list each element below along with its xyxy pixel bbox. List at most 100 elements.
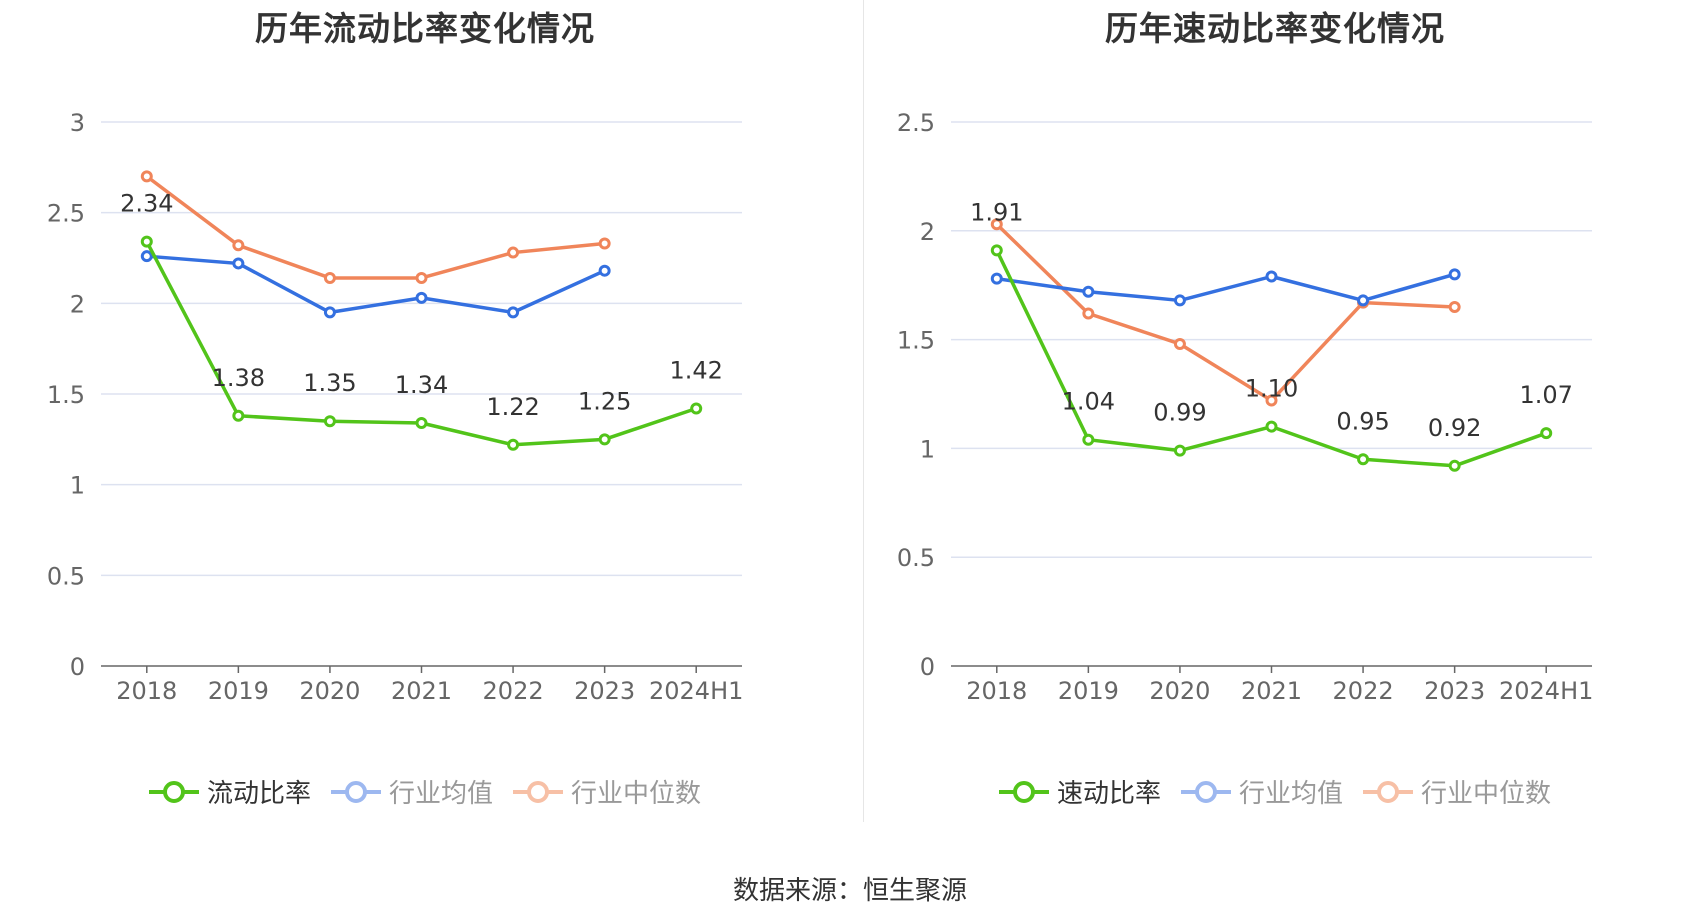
- legend-line-circle-icon: [330, 780, 381, 803]
- data-point-industry_median[interactable]: [415, 271, 428, 284]
- x-tick-label: 2022: [483, 677, 544, 705]
- data-point-company[interactable]: [232, 409, 245, 422]
- y-tick-label: 0.5: [47, 562, 85, 590]
- data-point-company[interactable]: [1082, 433, 1095, 446]
- data-label: 1.35: [303, 369, 356, 397]
- data-point-industry_median[interactable]: [1448, 300, 1461, 313]
- data-point-company[interactable]: [1357, 453, 1370, 466]
- legend-item-industry-avg[interactable]: 行业均值: [330, 773, 493, 810]
- x-tick-label: 2020: [1149, 677, 1210, 705]
- legend-line-circle-icon: [1180, 780, 1231, 803]
- data-point-industry_median[interactable]: [1082, 307, 1095, 320]
- data-point-company[interactable]: [1265, 420, 1278, 433]
- data-point-company[interactable]: [140, 235, 153, 248]
- data-point-industry_avg[interactable]: [598, 264, 611, 277]
- legend-item-company[interactable]: 速动比率: [998, 773, 1161, 810]
- data-point-company[interactable]: [990, 244, 1003, 257]
- data-point-industry_avg[interactable]: [323, 306, 336, 319]
- chart-plot: 0 0.5 1 1.5 2 2.5 3 2018 2019 2020 2021 2022 2023 202…: [47, 109, 744, 705]
- data-point-company[interactable]: [507, 438, 520, 451]
- y-tick-label: 1: [920, 435, 935, 463]
- data-point-industry_median[interactable]: [1173, 337, 1186, 350]
- data-point-industry_avg[interactable]: [232, 257, 245, 270]
- x-tick-label: 2021: [1241, 677, 1302, 705]
- current-ratio-chart: 历年流动比率变化情况 0 0.5 1 1.5 2 2.5 3 2018 2019 2020 2021…: [0, 0, 850, 830]
- series-line-industry_avg: [996, 272, 1456, 303]
- legend-line-circle-icon: [1363, 780, 1413, 803]
- chart-plot: 0 0.5 1 1.5 2 2.5 2018 2019 2020 2021 2022 2023 2024…: [897, 109, 1594, 705]
- data-point-industry_avg[interactable]: [1448, 268, 1461, 281]
- data-label: 1.91: [970, 198, 1023, 226]
- y-tick-label: 1: [70, 472, 85, 500]
- y-tick-label: 3: [70, 109, 85, 137]
- x-tick-label: 2024H1: [1499, 677, 1593, 705]
- data-label: 0.95: [1336, 407, 1389, 435]
- legend-line-circle-icon: [513, 780, 563, 803]
- y-tick-label: 2.5: [47, 200, 85, 228]
- data-label: 2.34: [120, 190, 173, 218]
- data-point-industry_avg[interactable]: [415, 291, 428, 304]
- y-tick-label: 1.5: [897, 327, 935, 355]
- data-label: 1.25: [578, 387, 631, 415]
- data-point-industry_avg[interactable]: [1265, 270, 1278, 283]
- data-point-industry_avg[interactable]: [140, 250, 153, 263]
- legend-item-industry-avg[interactable]: 行业均值: [1180, 773, 1343, 810]
- series-line-industry_avg: [146, 254, 606, 315]
- x-tick-label: 2023: [1424, 677, 1485, 705]
- legend-item-company[interactable]: 流动比率: [148, 773, 311, 810]
- x-tick-label: 2023: [574, 677, 635, 705]
- data-point-industry_median[interactable]: [990, 218, 1003, 231]
- data-label: 1.38: [212, 364, 265, 392]
- data-point-industry_avg[interactable]: [1357, 294, 1370, 307]
- data-point-industry_median[interactable]: [507, 246, 520, 259]
- series-line-industry_median: [995, 223, 1455, 403]
- data-point-industry_median[interactable]: [232, 239, 245, 252]
- data-point-company[interactable]: [415, 417, 428, 430]
- legend-line-circle-icon: [998, 780, 1049, 803]
- chart-title: 历年速动比率变化情况: [1105, 9, 1445, 48]
- data-point-company[interactable]: [690, 402, 703, 415]
- y-tick-label: 0.5: [897, 544, 935, 572]
- data-point-company[interactable]: [1173, 444, 1186, 457]
- x-tick-label: 2018: [116, 677, 177, 705]
- data-point-company[interactable]: [1540, 427, 1553, 440]
- y-tick-label: 2.5: [897, 109, 935, 137]
- data-label: 1.22: [486, 393, 539, 421]
- data-point-company[interactable]: [598, 433, 611, 446]
- data-point-industry_avg[interactable]: [507, 306, 520, 319]
- chart-legend: 速动比率 行业均值 行业中位数: [850, 773, 1700, 810]
- legend-label: 行业均值: [388, 779, 493, 809]
- y-tick-label: 1.5: [47, 381, 85, 409]
- legend-label: 行业中位数: [571, 779, 702, 809]
- panel-divider: [863, 0, 864, 822]
- x-tick-label: 2018: [966, 677, 1027, 705]
- data-label: 0.92: [1428, 414, 1481, 442]
- legend-item-industry-median[interactable]: 行业中位数: [513, 773, 701, 810]
- x-tick-label: 2024H1: [649, 677, 743, 705]
- data-label: 0.99: [1153, 399, 1206, 427]
- data-point-industry_median[interactable]: [323, 271, 336, 284]
- y-tick-label: 0: [70, 653, 85, 681]
- quick-ratio-chart: 历年速动比率变化情况 0 0.5 1 1.5 2 2.5 2018 2019 2020 2021 2…: [850, 0, 1700, 830]
- x-tick-label: 2019: [1058, 677, 1119, 705]
- legend-label: 行业均值: [1238, 779, 1343, 809]
- legend-label: 流动比率: [206, 779, 311, 809]
- data-point-industry_median[interactable]: [140, 170, 153, 183]
- x-tick-label: 2019: [208, 677, 269, 705]
- chart-legend: 流动比率 行业均值 行业中位数: [0, 773, 850, 810]
- y-tick-label: 0: [920, 653, 935, 681]
- data-point-industry_median[interactable]: [1265, 394, 1278, 407]
- data-label: 1.04: [1062, 388, 1115, 416]
- y-tick-label: 2: [920, 218, 935, 246]
- data-point-industry_avg[interactable]: [1082, 285, 1095, 298]
- data-point-company[interactable]: [1448, 459, 1461, 472]
- x-tick-label: 2021: [391, 677, 452, 705]
- data-point-industry_median[interactable]: [598, 237, 611, 250]
- data-point-industry_avg[interactable]: [1173, 294, 1186, 307]
- data-point-industry_avg[interactable]: [990, 272, 1003, 285]
- data-label: 1.10: [1245, 375, 1298, 403]
- legend-item-industry-median[interactable]: 行业中位数: [1363, 773, 1551, 810]
- data-point-company[interactable]: [323, 415, 336, 428]
- x-tick-label: 2022: [1333, 677, 1394, 705]
- legend-label: 速动比率: [1056, 779, 1161, 809]
